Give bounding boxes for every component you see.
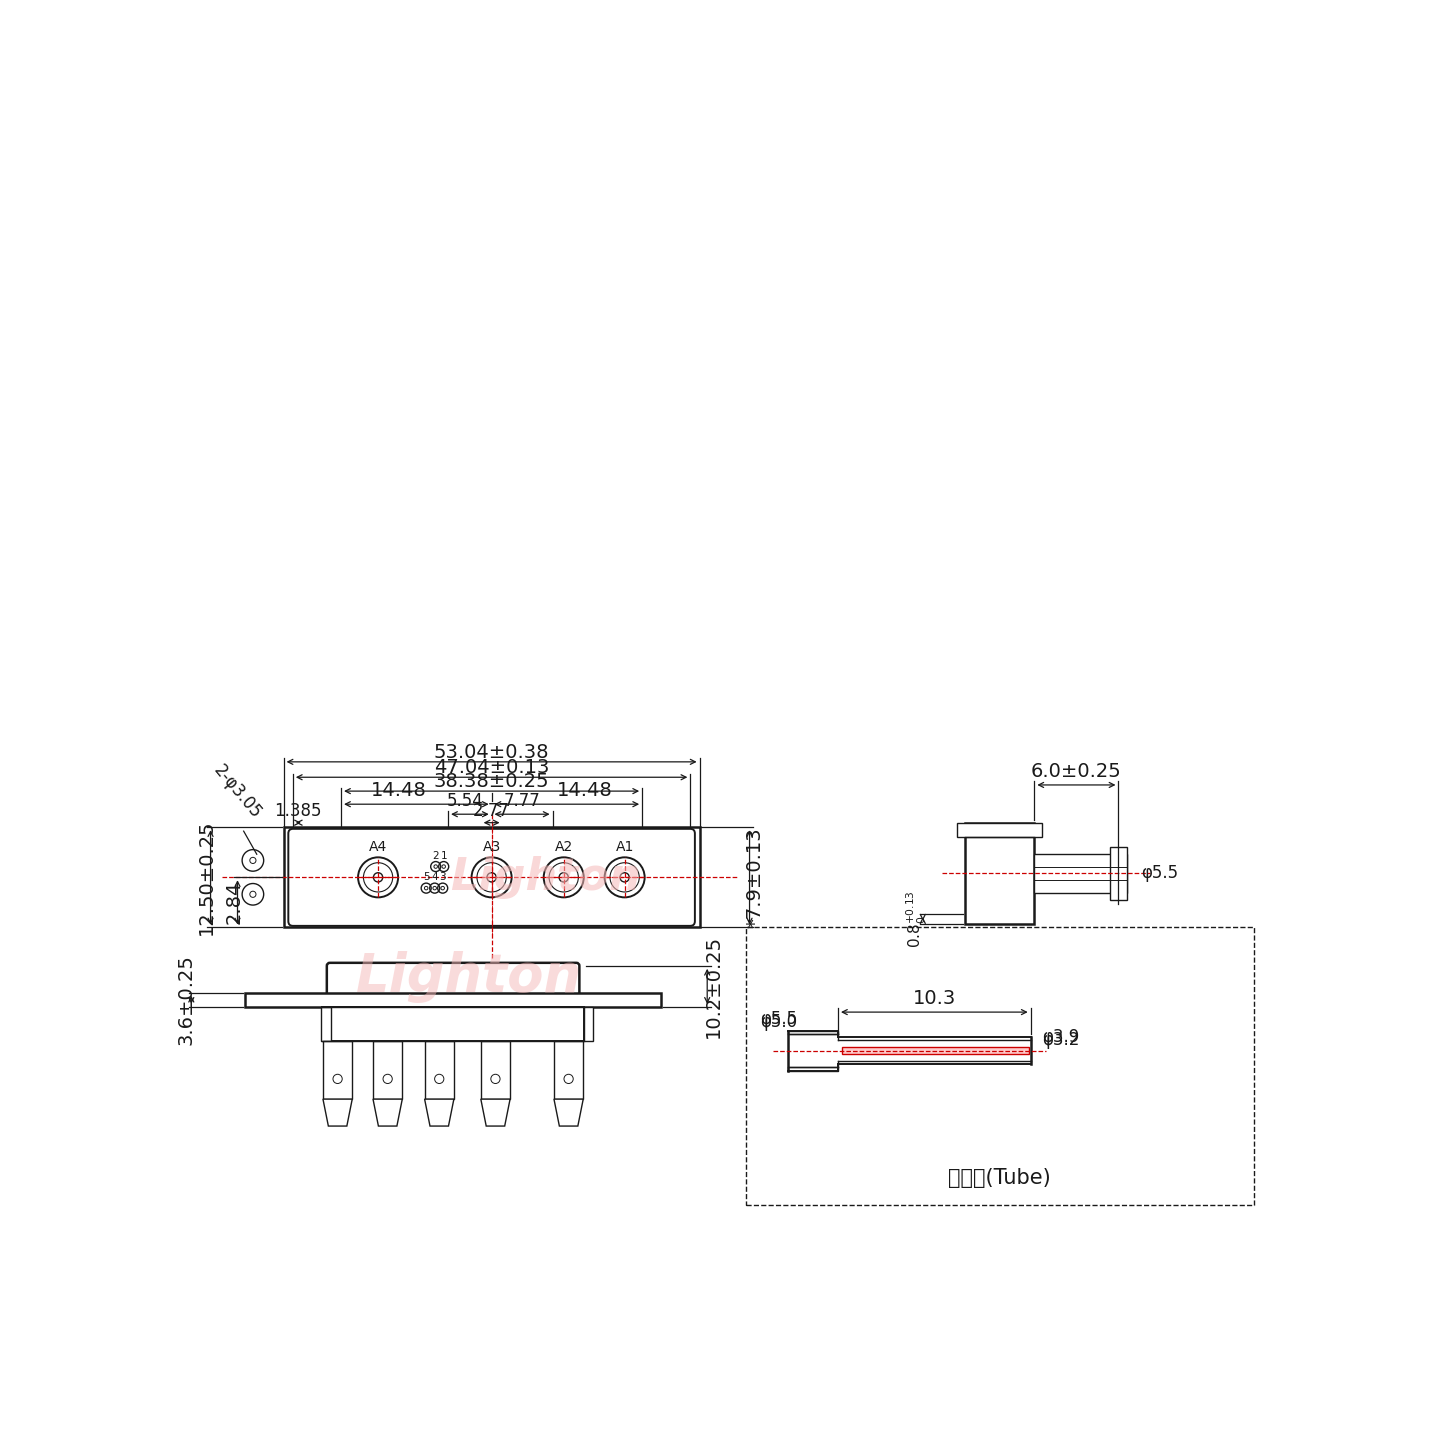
Circle shape bbox=[373, 873, 383, 881]
Text: φ3.9: φ3.9 bbox=[1043, 1028, 1080, 1045]
Bar bbox=[284, 828, 700, 927]
Bar bbox=[245, 992, 661, 1007]
Bar bbox=[323, 1041, 353, 1099]
Bar bbox=[965, 824, 1034, 923]
Bar bbox=[1034, 854, 1128, 893]
Bar bbox=[788, 1067, 838, 1070]
Text: 2.84: 2.84 bbox=[225, 881, 243, 924]
Text: 1.385: 1.385 bbox=[275, 802, 323, 819]
Bar bbox=[321, 1007, 331, 1041]
Text: 4: 4 bbox=[432, 873, 438, 883]
Polygon shape bbox=[323, 1099, 353, 1126]
Bar bbox=[373, 1041, 402, 1099]
Text: φ5.5: φ5.5 bbox=[1140, 864, 1178, 883]
Text: A2: A2 bbox=[554, 841, 573, 854]
Bar bbox=[746, 927, 1254, 1205]
Text: A4: A4 bbox=[369, 841, 387, 854]
Bar bbox=[1110, 847, 1128, 900]
Text: A1: A1 bbox=[615, 841, 634, 854]
Text: 7.77: 7.77 bbox=[504, 792, 540, 811]
Bar bbox=[481, 1041, 510, 1099]
Text: 10.2±0.25: 10.2±0.25 bbox=[704, 935, 723, 1038]
Text: φ5.0: φ5.0 bbox=[760, 1014, 798, 1031]
Text: 5.54: 5.54 bbox=[448, 792, 484, 811]
Text: 3.6±0.25: 3.6±0.25 bbox=[177, 955, 196, 1045]
Text: 47.04±0.13: 47.04±0.13 bbox=[433, 759, 549, 778]
Polygon shape bbox=[425, 1099, 454, 1126]
Text: 2: 2 bbox=[432, 851, 439, 861]
Text: 1: 1 bbox=[441, 851, 446, 861]
Bar bbox=[585, 1007, 593, 1041]
Bar bbox=[323, 1007, 585, 1041]
Text: 14.48: 14.48 bbox=[557, 782, 613, 801]
Text: 12.50±0.25: 12.50±0.25 bbox=[196, 819, 216, 935]
Text: 14.48: 14.48 bbox=[370, 782, 426, 801]
Text: Lighton: Lighton bbox=[451, 855, 641, 899]
Text: Lighton: Lighton bbox=[356, 952, 582, 1004]
Text: 10.3: 10.3 bbox=[913, 989, 956, 1008]
Text: A3: A3 bbox=[482, 841, 501, 854]
Text: 3: 3 bbox=[439, 873, 446, 883]
Text: φ3.2: φ3.2 bbox=[1043, 1031, 1080, 1048]
Polygon shape bbox=[554, 1099, 583, 1126]
Text: *7.9±0.13: *7.9±0.13 bbox=[746, 827, 765, 927]
Bar bbox=[788, 1031, 838, 1034]
Polygon shape bbox=[373, 1099, 402, 1126]
Text: 2-φ3.05: 2-φ3.05 bbox=[210, 762, 265, 822]
Text: 53.04±0.38: 53.04±0.38 bbox=[433, 743, 549, 762]
Polygon shape bbox=[481, 1099, 510, 1126]
Bar bbox=[842, 1047, 1030, 1054]
Text: 5: 5 bbox=[423, 873, 429, 883]
Text: 38.38±0.25: 38.38±0.25 bbox=[433, 772, 550, 791]
Text: 屏蔽管(Tube): 屏蔽管(Tube) bbox=[949, 1168, 1051, 1188]
Circle shape bbox=[559, 873, 569, 881]
FancyBboxPatch shape bbox=[327, 963, 579, 996]
Circle shape bbox=[621, 873, 629, 881]
Bar bbox=[554, 1041, 583, 1099]
Text: φ5.5: φ5.5 bbox=[760, 1009, 798, 1028]
Bar bbox=[958, 824, 1043, 837]
Text: 2.77: 2.77 bbox=[474, 802, 510, 819]
FancyBboxPatch shape bbox=[288, 829, 696, 926]
Bar bbox=[425, 1041, 454, 1099]
Text: 6.0±0.25: 6.0±0.25 bbox=[1031, 762, 1122, 780]
Text: 0.8$^{+0.13}_{0}$: 0.8$^{+0.13}_{0}$ bbox=[904, 890, 929, 948]
Circle shape bbox=[487, 873, 497, 881]
